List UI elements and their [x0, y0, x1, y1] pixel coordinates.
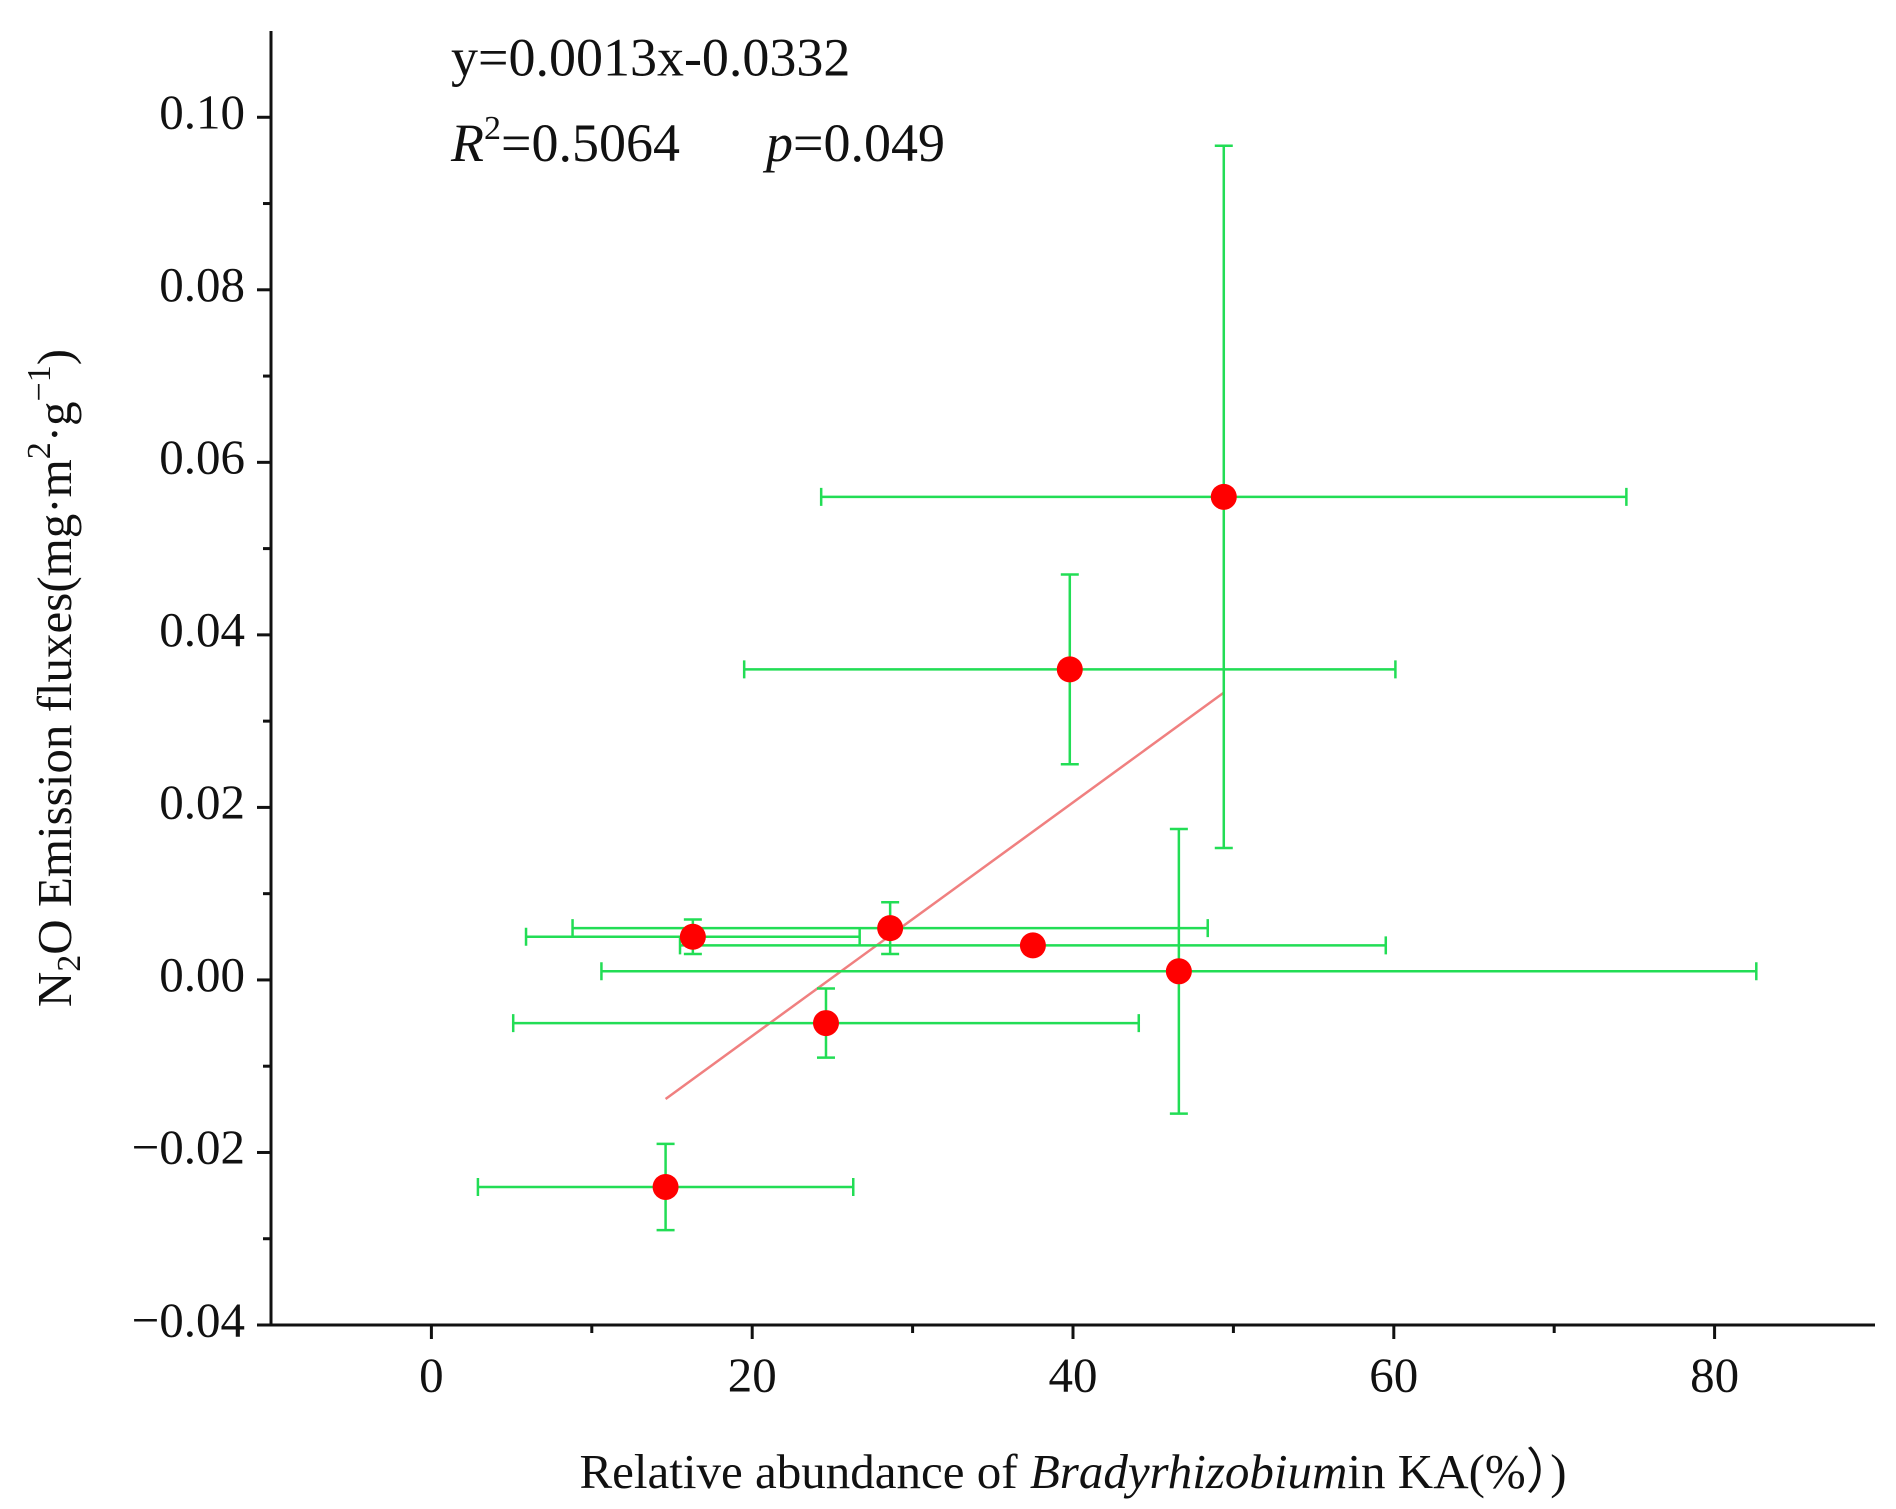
point [652, 1173, 679, 1200]
x-tick-label: 0 [419, 1347, 444, 1402]
y-tick-label: 0.02 [159, 775, 245, 830]
x-tick-label: 20 [728, 1347, 777, 1402]
y-label-sup1: 2 [21, 442, 58, 459]
point [1056, 656, 1083, 683]
equation: y=0.0013x-0.0332 [451, 27, 850, 87]
y-tick-label: 0.08 [159, 257, 245, 312]
r2-value: =0.5064 [501, 113, 680, 173]
p-value: =0.049 [793, 113, 945, 173]
y-tick-label: 0.06 [159, 430, 245, 485]
y-label-a: N [27, 972, 82, 1007]
x-axis-label: Relative abundance of Bradyrhizobiumin K… [579, 1444, 1566, 1499]
r2-annotation: R2=0.5064 [450, 110, 680, 174]
point [812, 1010, 839, 1037]
x-tick-label: 60 [1369, 1347, 1418, 1402]
y-label-sup2: −1 [21, 365, 58, 401]
x-tick-label: 40 [1049, 1347, 1098, 1402]
y-axis-label: N2O Emission fluxes(mg·m2·g−1) [21, 349, 88, 1007]
y-label-sub: 2 [51, 955, 88, 972]
y-label-d: ) [27, 349, 82, 365]
y-tick-label: 0.04 [159, 602, 245, 657]
p-p: p [762, 113, 793, 173]
fit-line [664, 691, 1225, 1100]
r2-r: R [450, 113, 484, 173]
point [1165, 958, 1192, 985]
point [679, 923, 706, 950]
x-tick-label: 80 [1690, 1347, 1739, 1402]
x-label-c: in KA(%）) [1347, 1444, 1566, 1499]
p-annotation: p=0.049 [762, 113, 945, 173]
y-tick-label: −0.02 [132, 1120, 245, 1175]
y-tick-label: 0.10 [159, 85, 245, 140]
point [1019, 932, 1046, 959]
point [877, 915, 904, 942]
y-tick-label: 0.00 [159, 947, 245, 1002]
point [1210, 483, 1237, 510]
y-tick-label: −0.04 [132, 1292, 245, 1347]
x-label-a: Relative abundance of [579, 1444, 1029, 1499]
y-label-b: O Emission fluxes(mg·m [27, 459, 82, 954]
y-label-c: ·g [27, 401, 82, 442]
r2-sup: 2 [484, 110, 501, 147]
x-label-b: Bradyrhizobium [1030, 1444, 1348, 1499]
